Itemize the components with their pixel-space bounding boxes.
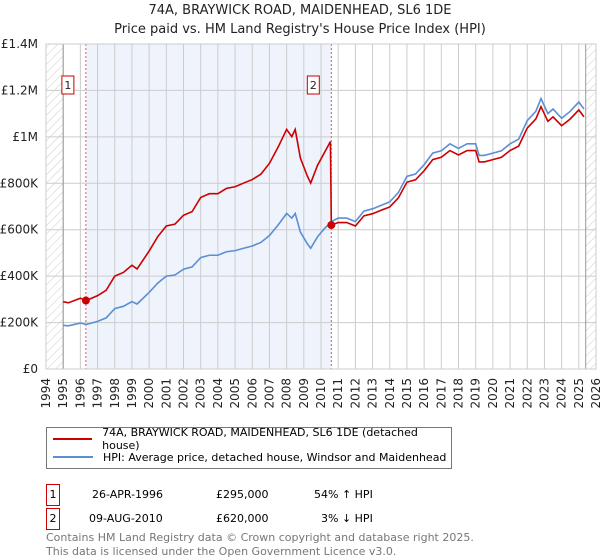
x-tick-label: 2019 <box>469 378 483 409</box>
price-paid-line <box>63 104 585 304</box>
x-tick-label: 2014 <box>383 378 397 409</box>
x-tick-label: 2013 <box>366 378 380 409</box>
x-tick-label: 2004 <box>211 378 225 409</box>
legend-label: HPI: Average price, detached house, Wind… <box>103 450 447 464</box>
transaction-date: 09-AUG-2010 <box>89 512 163 525</box>
x-tick-label: 2010 <box>314 378 328 409</box>
chart-subtitle: Price paid vs. HM Land Registry's House … <box>114 22 486 37</box>
x-tick-label: 1996 <box>73 378 87 409</box>
y-tick-label: £1M <box>12 130 38 144</box>
footer: Contains HM Land Registry data © Crown c… <box>46 531 474 559</box>
x-tick-label: 2012 <box>348 378 362 409</box>
x-tick-label: 2026 <box>589 378 600 409</box>
y-tick-label: £600K <box>0 223 39 237</box>
x-tick-label: 2011 <box>331 378 345 409</box>
x-tick-label: 2015 <box>400 378 414 409</box>
x-tick-label: 2001 <box>159 378 173 409</box>
y-tick-label: £800K <box>0 176 39 190</box>
sale-point <box>327 221 336 230</box>
transaction-hpi: 3% ↓ HPI <box>321 512 373 525</box>
hatched-no-data-region <box>46 44 64 369</box>
legend-label: 74A, BRAYWICK ROAD, MAIDENHEAD, SL6 1DE … <box>102 426 418 452</box>
x-tick-label: 2000 <box>142 378 156 409</box>
x-tick-label: 2021 <box>503 378 517 409</box>
x-tick-label: 1994 <box>39 378 53 409</box>
x-tick-label: 2020 <box>486 378 500 409</box>
transaction-number: 1 <box>46 484 60 506</box>
x-tick-label: 2025 <box>572 378 586 409</box>
x-tick-label: 2003 <box>194 378 208 409</box>
shaded-ownership-period <box>85 44 332 369</box>
hatched-no-data-region <box>585 44 596 369</box>
y-tick-label: £400K <box>0 269 39 283</box>
x-tick-label: 2002 <box>177 378 191 409</box>
transaction-price: £295,000 <box>216 488 269 501</box>
sale-marker-label: 1 <box>64 79 71 92</box>
y-tick-label: £1.2M <box>1 83 38 97</box>
blue-line-swatch <box>53 456 93 458</box>
x-tick-label: 1997 <box>91 378 105 409</box>
x-tick-label: 2007 <box>262 378 276 409</box>
sale-point <box>81 296 90 305</box>
sale-marker-box <box>306 75 320 95</box>
x-tick-label: 1999 <box>125 378 139 409</box>
x-tick-label: 1998 <box>108 378 122 409</box>
y-tick-label: £200K <box>0 316 39 330</box>
y-tick-label: £0 <box>23 362 38 376</box>
footer-line: This data is licensed under the Open Gov… <box>46 545 397 558</box>
x-tick-label: 2022 <box>520 378 534 409</box>
transaction-price: £620,000 <box>216 512 269 525</box>
y-tick-label: £1.4M <box>1 37 38 51</box>
price-chart: 1994 1995 1996 1997 1998 1999 2000 2001 2002 2003… <box>0 37 600 409</box>
x-tick-label: 2016 <box>417 378 431 409</box>
sale-marker-box <box>61 75 75 95</box>
legend-item-hpi: HPI: Average price, detached house, Wind… <box>53 448 446 466</box>
x-tick-label: 2023 <box>537 378 551 409</box>
x-tick-label: 2008 <box>280 378 294 409</box>
transaction-hpi: 54% ↑ HPI <box>314 488 373 501</box>
x-tick-label: 2006 <box>245 378 259 409</box>
x-tick-label: 2005 <box>228 378 242 409</box>
sale-marker-label: 2 <box>310 79 317 92</box>
x-tick-label: 1995 <box>56 378 70 409</box>
plot-frame <box>45 43 597 370</box>
hpi-line <box>63 96 585 327</box>
legend-item-property: 74A, BRAYWICK ROAD, MAIDENHEAD, SL6 1DE … <box>53 426 451 452</box>
transaction-date: 26-APR-1996 <box>92 488 164 501</box>
x-tick-label: 2017 <box>434 378 448 409</box>
x-tick-label: 2024 <box>555 378 569 409</box>
transaction-number: 2 <box>46 508 60 530</box>
legend: 74A, BRAYWICK ROAD, MAIDENHEAD, SL6 1DE … <box>46 426 452 469</box>
x-tick-label: 2009 <box>297 378 311 409</box>
red-line-swatch <box>53 438 93 440</box>
chart-title: 74A, BRAYWICK ROAD, MAIDENHEAD, SL6 1DE <box>148 3 452 18</box>
footer-line: Contains HM Land Registry data © Crown c… <box>46 531 474 544</box>
x-tick-label: 2018 <box>452 378 466 409</box>
